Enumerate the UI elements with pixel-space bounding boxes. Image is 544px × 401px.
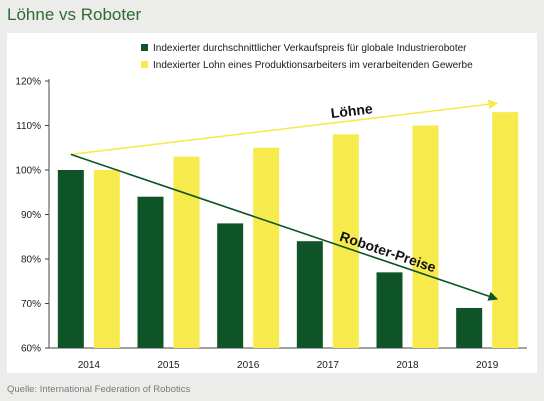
chart-panel: Indexierter durchschnittlicher Verkaufsp… (7, 33, 537, 373)
y-tick-label: 90% (21, 210, 41, 221)
y-tick-label: 110% (16, 121, 41, 132)
x-tick-label: 2016 (237, 360, 260, 371)
y-tick-label: 100% (15, 166, 41, 177)
bar-2-2017 (332, 134, 359, 348)
x-tick-label: 2018 (396, 360, 419, 371)
bar-1-2014 (57, 170, 84, 348)
bar-2-2016 (253, 147, 280, 348)
bar-1-2016 (217, 223, 244, 348)
bar-2-2014 (93, 170, 120, 348)
x-tick-label: 2017 (317, 360, 340, 371)
y-tick-label: 60% (21, 344, 41, 355)
chart-title: Löhne vs Roboter (7, 5, 142, 24)
y-tick-label: 120% (15, 77, 41, 88)
legend-label-2: Indexierter Lohn eines Produktionsarbeit… (153, 60, 473, 71)
legend-label-1: Indexierter durchschnittlicher Verkaufsp… (153, 43, 467, 54)
y-tick-label: 80% (21, 255, 41, 266)
legend-swatch-1 (141, 44, 148, 51)
bar-2-2019 (492, 112, 519, 349)
source-note: Quelle: International Federation of Robo… (7, 384, 191, 395)
x-tick-label: 2015 (157, 360, 180, 371)
bar-1-2018 (376, 272, 403, 348)
legend-swatch-2 (141, 61, 148, 68)
bar-2-2018 (412, 125, 439, 348)
y-tick-label: 70% (21, 299, 41, 310)
annotation-l-hne: Löhne (330, 100, 374, 121)
trend-arrow-l-hne (70, 99, 499, 156)
bar-1-2015 (137, 196, 164, 348)
bar-1-2019 (456, 307, 483, 348)
x-tick-label: 2014 (78, 360, 101, 371)
x-tick-label: 2019 (476, 360, 499, 371)
bar-1-2017 (296, 241, 323, 348)
chart-svg: Indexierter durchschnittlicher Verkaufsp… (15, 43, 527, 371)
bar-2-2015 (173, 156, 200, 348)
trend-arrow-roboter-preise (70, 153, 499, 301)
